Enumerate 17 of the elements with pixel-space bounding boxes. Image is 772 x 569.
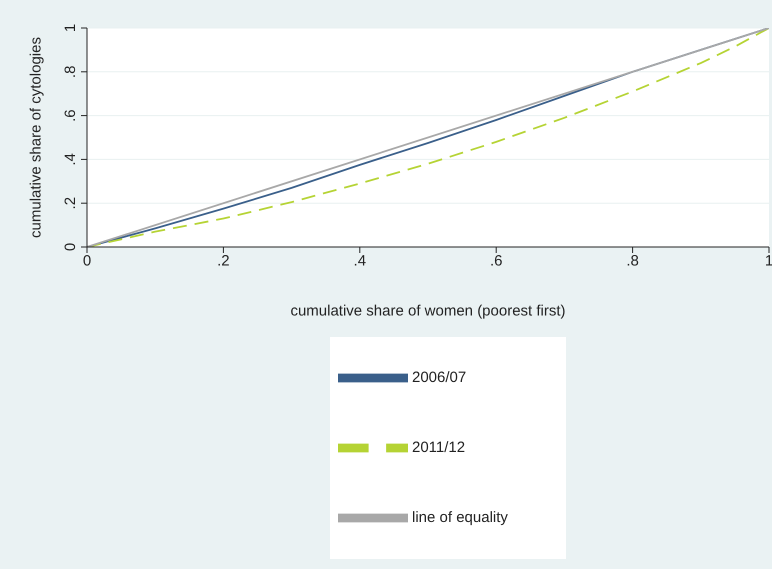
- x-tick-label: .2: [217, 252, 230, 270]
- legend-label: 2006/07: [412, 368, 466, 386]
- x-tick-label: .6: [490, 252, 502, 270]
- x-tick-label: 1: [764, 252, 772, 270]
- legend-label: 2011/12: [412, 438, 466, 456]
- y-tick-label: .6: [62, 109, 79, 122]
- x-tick-label: .8: [626, 252, 639, 270]
- x-axis-title: cumulative share of women (poorest first): [290, 302, 566, 320]
- x-tick-label: 0: [82, 252, 92, 270]
- legend-label: line of equality: [412, 508, 508, 526]
- x-tick-label: .4: [354, 252, 366, 270]
- y-tick-label: 0: [62, 242, 79, 252]
- y-tick-label: .4: [62, 153, 79, 166]
- y-tick-label: .2: [62, 196, 79, 210]
- y-tick-label: 1: [62, 24, 79, 32]
- y-tick-label: .8: [62, 66, 79, 78]
- y-axis-title: cumulative share of cytologies: [27, 37, 44, 238]
